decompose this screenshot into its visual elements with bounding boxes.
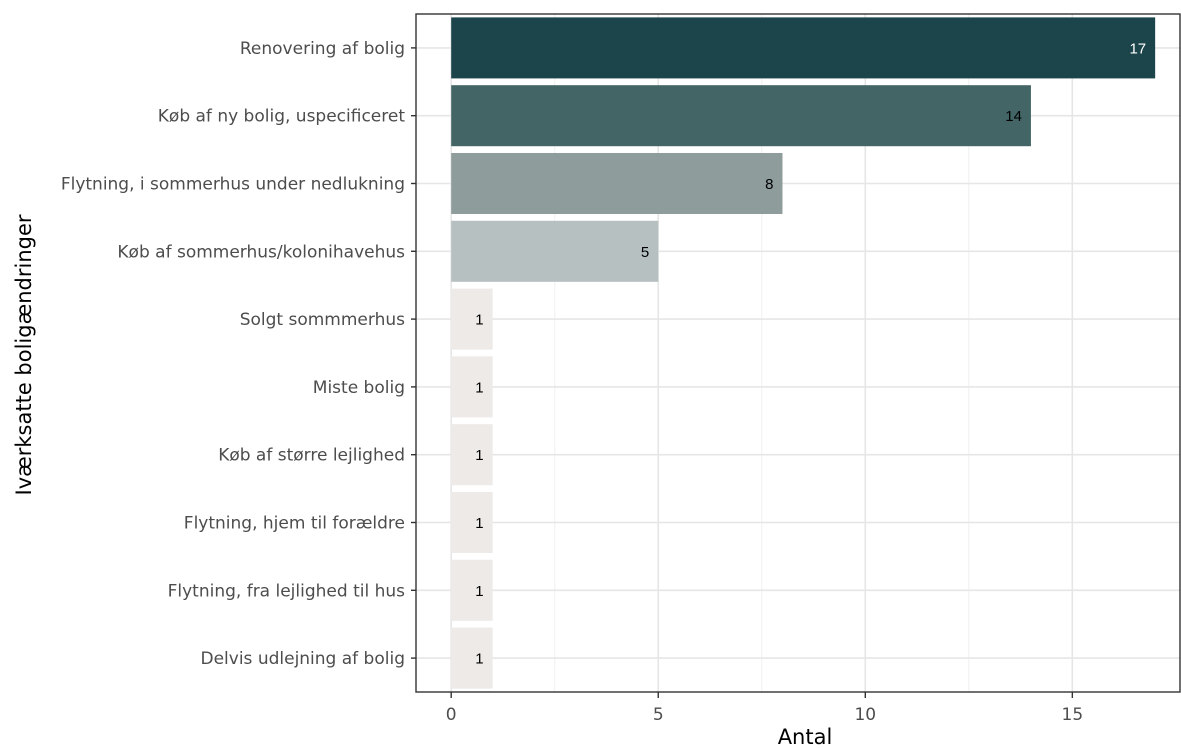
y-tick-label: Flytning, hjem til forældre [184, 514, 405, 534]
bar-value-label: 1 [475, 583, 483, 600]
bar-value-label: 17 [1129, 40, 1146, 57]
bar [451, 491, 493, 554]
y-tick-label: Miste bolig [313, 378, 405, 398]
bar-value-labels: 17 14 8 5 1 1 1 1 1 1 [475, 40, 1146, 667]
y-axis-title: Iværksatte boligændringer [12, 214, 36, 495]
bar [451, 559, 493, 621]
x-tick-label: 10 [854, 705, 876, 725]
x-tick-label: 15 [1062, 705, 1084, 725]
y-tick-label: Solgt sommmerhus [240, 310, 405, 330]
bar-value-label: 1 [475, 447, 483, 464]
y-tick-label: Køb af sommerhus/kolonihavehus [117, 242, 405, 262]
bar-value-label: 14 [1005, 108, 1022, 125]
x-axis: 0 5 10 15 [446, 692, 1083, 725]
x-axis-title: Antal [778, 725, 833, 749]
panel-border [415, 13, 1181, 693]
y-tick-label: Delvis udlejning af bolig [201, 649, 406, 669]
bars [451, 17, 1156, 689]
bar [451, 17, 1156, 79]
bar-value-label: 1 [475, 651, 483, 668]
bar-value-label: 1 [475, 379, 483, 396]
y-tick-label: Køb af større lejlighed [218, 446, 405, 466]
bar [451, 85, 1031, 147]
y-tick-label: Renovering af bolig [240, 39, 405, 59]
x-tick-label: 5 [653, 705, 664, 725]
y-tick-label: Køb af ny bolig, uspecificeret [158, 107, 406, 127]
bar [451, 288, 493, 350]
bar-value-label: 5 [641, 244, 649, 261]
bar [451, 627, 493, 689]
y-tick-label: Flytning, fra lejlighed til hus [168, 581, 406, 601]
bar [451, 220, 659, 282]
y-axis: Renovering af bolig Køb af ny bolig, uspe… [61, 39, 416, 669]
x-tick-label: 0 [446, 705, 457, 725]
y-tick-label: Flytning, i sommerhus under nedlukning [61, 175, 405, 195]
bar [451, 356, 493, 418]
bar-value-label: 8 [765, 176, 773, 193]
bar [451, 152, 783, 215]
bar-value-label: 1 [475, 312, 483, 329]
bar [451, 424, 493, 486]
bar-value-label: 1 [475, 515, 483, 532]
